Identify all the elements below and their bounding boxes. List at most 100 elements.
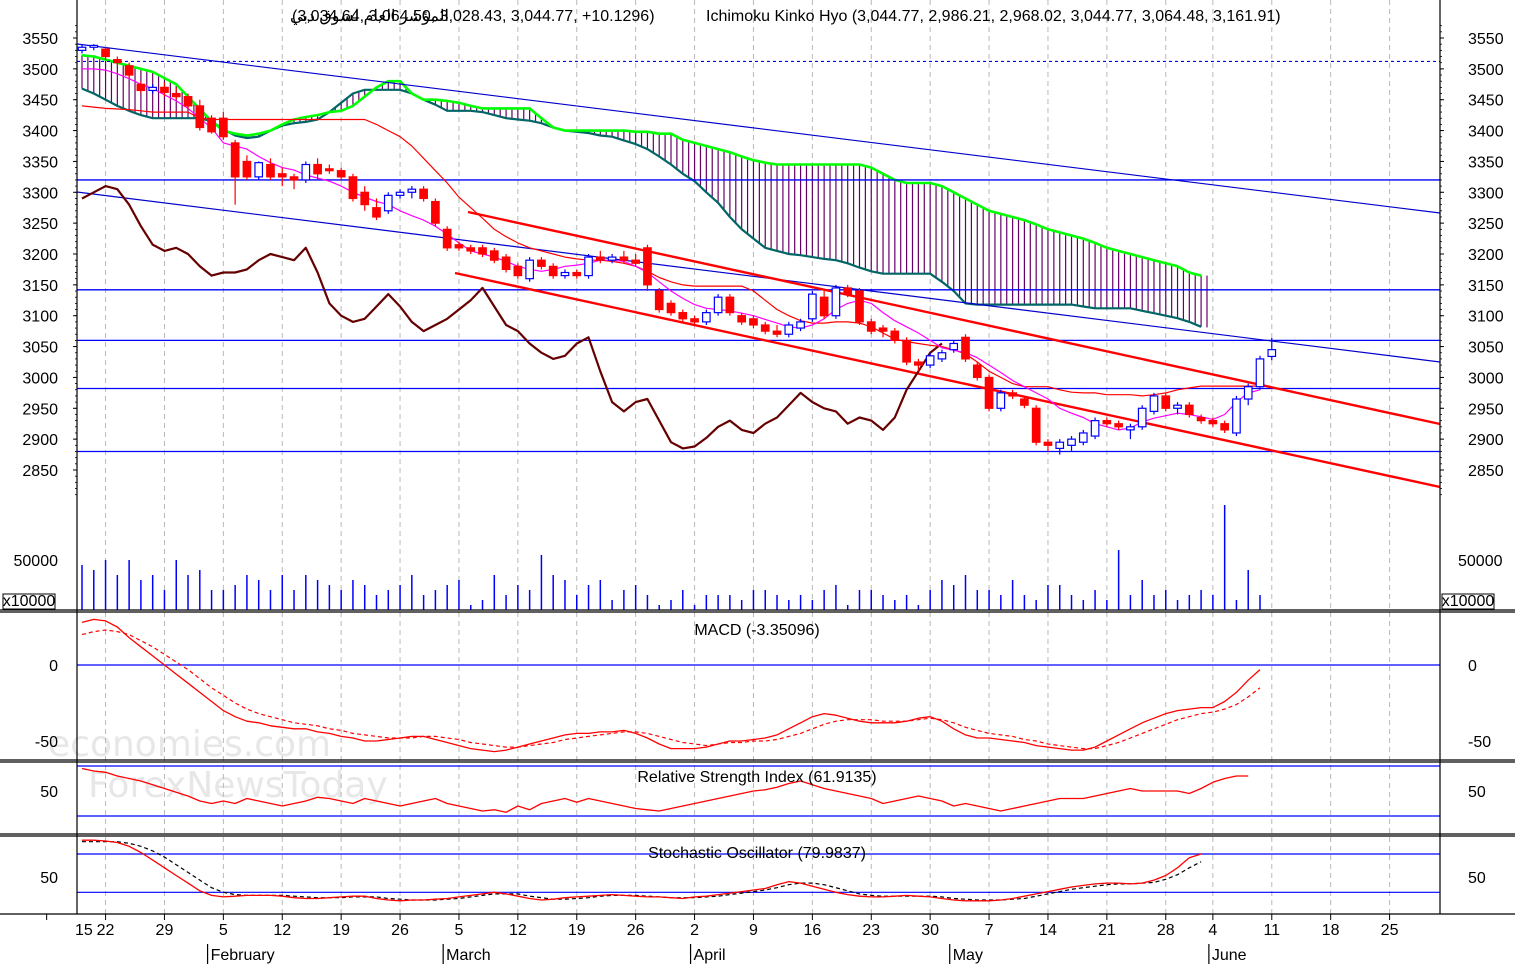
candle: [855, 287, 864, 325]
x-day-label: 29: [156, 922, 174, 939]
candle: [478, 244, 487, 258]
price-tick-label-right: 3050: [1468, 340, 1504, 357]
candle-body-down: [1184, 404, 1194, 416]
price-tick-label-left: 3450: [22, 93, 58, 110]
candle: [442, 226, 452, 251]
candle: [348, 173, 358, 202]
candle-body-up: [1255, 358, 1265, 388]
price-tick-label-right: 3100: [1468, 309, 1504, 326]
candle: [584, 254, 593, 279]
candle: [548, 263, 558, 279]
macd-signal-line: [81, 629, 1261, 750]
candle: [1196, 414, 1206, 424]
x-day-label: 11: [1263, 922, 1280, 939]
candle: [1137, 405, 1147, 430]
candle: [336, 167, 346, 180]
volume-tick-label-left: 50000: [14, 553, 59, 570]
price-tick-label-left: 2900: [22, 432, 58, 449]
stochastic-tick-label-right: 50: [1468, 870, 1486, 887]
x-day-label: 28: [1157, 922, 1175, 939]
candle: [678, 309, 688, 322]
candle: [1114, 420, 1123, 430]
candle: [1267, 337, 1277, 361]
x-day-label: 18: [1322, 922, 1340, 939]
candle-body-up: [949, 342, 959, 351]
candle-body-down: [1008, 392, 1017, 397]
candle: [1161, 392, 1171, 412]
candle-body-down: [431, 200, 440, 224]
price-tick-label-left: 3350: [22, 154, 58, 171]
candle-body-down: [878, 327, 888, 332]
candle: [878, 324, 888, 338]
candle: [949, 340, 959, 353]
candle-body-down: [690, 318, 699, 323]
candle: [301, 161, 311, 184]
candle: [313, 158, 322, 180]
candle-body-down: [183, 96, 193, 107]
candle-body-down: [360, 191, 370, 206]
x-day-label: 7: [985, 922, 994, 939]
candle-body-down: [513, 265, 523, 277]
tenkan-sen-line: [82, 68, 1261, 431]
candle-body-down: [631, 259, 641, 264]
x-month-label: May: [953, 947, 983, 964]
x-day-label: 16: [803, 922, 821, 939]
candle-body-down: [725, 296, 735, 314]
price-tick-label-left: 3150: [22, 278, 58, 295]
candle: [372, 198, 381, 221]
candle: [454, 241, 464, 251]
x-day-label: 19: [568, 922, 586, 939]
candle-body-up: [996, 392, 1006, 409]
candle: [749, 315, 758, 329]
candle: [466, 244, 476, 254]
candle: [1078, 429, 1088, 446]
macd-title: MACD (-3.35096): [694, 622, 819, 639]
candle-body-down: [1043, 441, 1053, 446]
candle: [607, 254, 617, 264]
candle: [266, 158, 275, 180]
x-day-label: 5: [455, 922, 464, 939]
candle: [431, 198, 440, 227]
candle-body-down: [112, 58, 122, 64]
rsi-line: [81, 767, 1249, 813]
candle: [1102, 417, 1112, 427]
candle-body-down: [454, 244, 464, 249]
candle: [1220, 420, 1230, 433]
candle-body-down: [348, 176, 358, 200]
candle: [1255, 355, 1265, 390]
x-day-label: 23: [862, 922, 880, 939]
ichimoku-label: Ichimoku Kinko Hyo (3,044.77, 2,986.21, …: [706, 8, 1281, 25]
candle-body-down: [619, 256, 629, 261]
candle-body-down: [1114, 423, 1123, 428]
price-tick-label-right: 3250: [1468, 216, 1504, 233]
candle-body-down: [101, 48, 110, 58]
candle: [219, 112, 228, 140]
candle: [112, 56, 122, 66]
trendline-lower-blue: [76, 191, 1441, 363]
x-day-label: 15: [75, 922, 93, 939]
candle-body-up: [89, 44, 99, 48]
candle: [784, 321, 794, 338]
candle: [631, 254, 641, 267]
channel-upper-red: [467, 210, 1441, 426]
price-tick-label-right: 3400: [1468, 124, 1504, 141]
price-tick-label-left: 3050: [22, 340, 58, 357]
candle-body-down: [372, 207, 381, 218]
candle: [772, 324, 782, 338]
macd-tick-label-left: -50: [35, 734, 58, 751]
candle-body-up: [1137, 407, 1147, 428]
candle-body-up: [383, 194, 393, 212]
candle: [325, 164, 334, 174]
candle-body-down: [760, 324, 770, 332]
candle-body-up: [784, 324, 794, 335]
candle: [1149, 392, 1159, 415]
candle-body-down: [242, 160, 252, 178]
candle-body-up: [1149, 395, 1159, 412]
candle-body-up: [301, 163, 311, 181]
candle-body-down: [207, 117, 216, 133]
candle-body-down: [772, 330, 782, 335]
x-month-label: February: [211, 947, 275, 964]
candle-body-up: [831, 287, 841, 317]
